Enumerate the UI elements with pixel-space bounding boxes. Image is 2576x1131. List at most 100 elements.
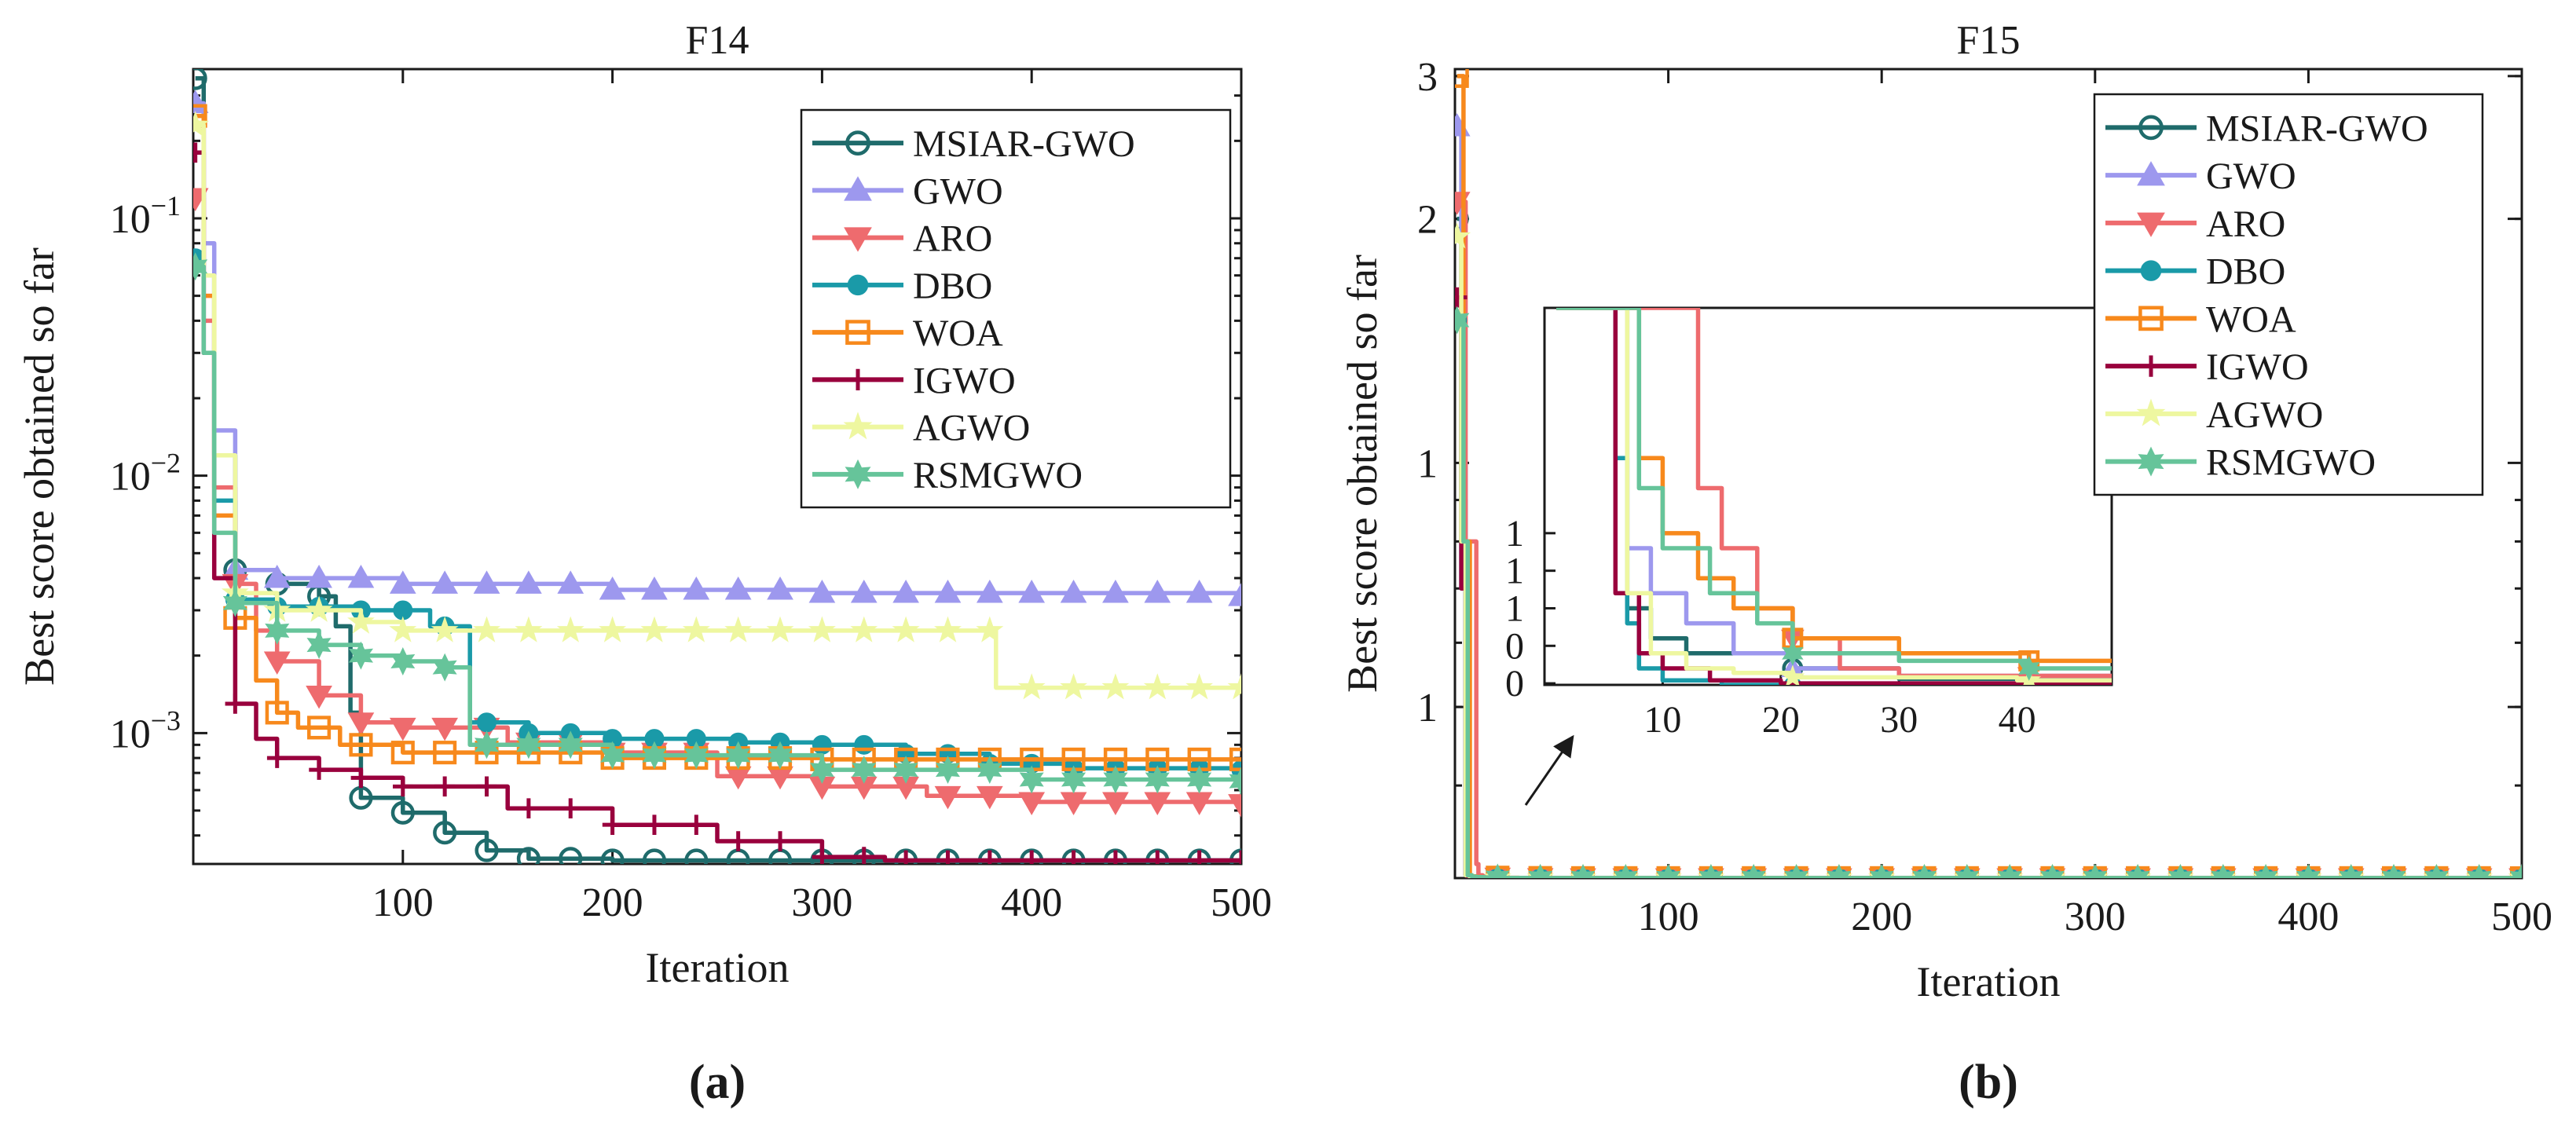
data-point-igwo bbox=[1105, 850, 1126, 864]
legend-marker bbox=[2137, 161, 2165, 186]
legend-marker bbox=[844, 176, 872, 201]
data-point-rsmgwo bbox=[306, 631, 332, 660]
legend-item-msiar-gwo: MSIAR-GWO bbox=[2105, 108, 2428, 149]
data-point-gwo bbox=[347, 565, 375, 588]
data-point-agwo bbox=[682, 616, 710, 642]
data-point-gwo bbox=[306, 565, 332, 588]
inset-y-tick-label: 0 bbox=[1505, 625, 1524, 667]
inset-series-group bbox=[1556, 308, 2112, 685]
data-point-gwo bbox=[976, 580, 1003, 603]
legend-marker bbox=[845, 320, 870, 345]
y-tick-label: 1 bbox=[1417, 686, 1438, 730]
data-point-gwo bbox=[1144, 580, 1171, 603]
legend-item-igwo: IGWO bbox=[812, 360, 1016, 401]
data-point-aro bbox=[431, 717, 459, 741]
legend-label: ARO bbox=[2206, 203, 2285, 245]
data-point-rsmgwo bbox=[600, 741, 625, 770]
data-point-agwo bbox=[389, 616, 417, 642]
data-point-gwo bbox=[641, 576, 668, 600]
legend-item-aro: ARO bbox=[2105, 203, 2285, 245]
data-point-rsmgwo bbox=[1187, 765, 1212, 794]
data-point-rsmgwo bbox=[1869, 863, 1894, 878]
data-point-rsmgwo bbox=[1019, 765, 1044, 794]
data-point-msiar-gwo bbox=[642, 848, 667, 864]
data-point-gwo bbox=[724, 576, 752, 600]
data-point-igwo bbox=[1063, 850, 1084, 864]
data-point-igwo bbox=[225, 694, 246, 714]
y-axis-label: Best score obtained so far bbox=[16, 247, 63, 686]
data-point-gwo bbox=[389, 570, 416, 594]
chart-title: F15 bbox=[1957, 18, 2021, 63]
data-point-msiar-gwo bbox=[600, 848, 625, 864]
inset-x-tick-label: 10 bbox=[1643, 699, 1681, 741]
data-point-igwo bbox=[1189, 850, 1210, 864]
x-tick-label: 100 bbox=[1638, 895, 1699, 939]
data-point-rsmgwo bbox=[1955, 863, 1980, 878]
legend-label: GWO bbox=[2206, 156, 2296, 197]
data-point-agwo bbox=[556, 616, 584, 642]
x-axis-label: Iteration bbox=[646, 944, 790, 991]
data-point-igwo bbox=[896, 850, 916, 864]
x-tick-label: 200 bbox=[1851, 895, 1912, 939]
y-axis-label: Best score obtained so far bbox=[1339, 254, 1386, 693]
panel-a: F14 100 200 300 400 500 10−3 10−2 10−1 Iteration B… bbox=[16, 18, 1272, 991]
inset-frame bbox=[1543, 306, 2113, 686]
data-point-aro bbox=[934, 785, 962, 810]
inset-point-agwo bbox=[1780, 664, 1805, 685]
data-point-woa bbox=[1455, 69, 1469, 88]
data-point-igwo bbox=[602, 814, 623, 835]
data-point-woa bbox=[349, 733, 373, 757]
data-point-rsmgwo bbox=[2381, 863, 2406, 878]
data-point-aro bbox=[347, 712, 375, 736]
legend-label: DBO bbox=[2206, 251, 2285, 293]
x-axis-label: Iteration bbox=[1917, 958, 2061, 1005]
legend-item-woa: WOA bbox=[812, 313, 1003, 354]
data-point-agwo bbox=[976, 616, 1004, 642]
data-point-igwo bbox=[644, 814, 665, 835]
legend-item-agwo: AGWO bbox=[812, 408, 1030, 449]
legend-label: RSMGWO bbox=[913, 455, 1083, 496]
y-tick-label: 3 bbox=[1417, 55, 1438, 100]
legend-marker bbox=[844, 227, 872, 252]
data-point-rsmgwo bbox=[642, 741, 667, 770]
data-point-igwo bbox=[476, 776, 497, 797]
legend-box bbox=[2093, 93, 2484, 496]
data-point-gwo bbox=[1185, 580, 1213, 603]
data-point-gwo bbox=[1228, 583, 1241, 606]
inset-arrow bbox=[1524, 734, 1574, 806]
data-point-rsmgwo bbox=[1103, 765, 1128, 794]
series-rsmgwo bbox=[193, 252, 1241, 796]
x-tick-label: 300 bbox=[2065, 895, 2126, 939]
data-point-gwo bbox=[557, 570, 584, 594]
data-point-woa bbox=[433, 741, 457, 765]
data-point-agwo bbox=[1455, 222, 1471, 249]
data-point-aro bbox=[1228, 794, 1241, 818]
data-point-igwo bbox=[393, 776, 413, 797]
inset-line-agwo bbox=[1556, 308, 2112, 683]
data-point-rsmgwo bbox=[1783, 863, 1809, 878]
data-point-igwo bbox=[853, 847, 874, 864]
data-point-gwo bbox=[1455, 113, 1471, 137]
series-rsmgwo bbox=[1455, 306, 2522, 878]
data-point-agwo bbox=[347, 607, 375, 634]
legend-label: WOA bbox=[913, 313, 1003, 354]
data-point-igwo bbox=[1021, 850, 1042, 864]
data-point-igwo bbox=[350, 767, 372, 789]
data-point-igwo bbox=[1147, 850, 1168, 864]
data-point-rsmgwo bbox=[348, 641, 374, 670]
data-point-rsmgwo bbox=[893, 756, 918, 785]
x-tick-label: 400 bbox=[2277, 895, 2339, 939]
data-point-igwo bbox=[980, 850, 1000, 864]
legend-marker bbox=[2138, 446, 2164, 477]
legend-marker bbox=[2138, 115, 2164, 141]
legend-item-rsmgwo: RSMGWO bbox=[812, 455, 1083, 496]
data-point-rsmgwo bbox=[1613, 863, 1638, 878]
data-point-rsmgwo bbox=[2467, 863, 2492, 878]
data-point-igwo bbox=[1231, 850, 1241, 864]
x-tick-label: 500 bbox=[1211, 880, 1272, 925]
y-tick-label: 10−3 bbox=[110, 705, 181, 756]
data-point-rsmgwo bbox=[2509, 864, 2522, 878]
legend: MSIAR-GWO GWO ARO DBO WOA IGWO AGWO RSMGWO bbox=[800, 108, 1232, 509]
data-point-agwo bbox=[1017, 673, 1046, 700]
data-point-aro bbox=[976, 785, 1003, 810]
